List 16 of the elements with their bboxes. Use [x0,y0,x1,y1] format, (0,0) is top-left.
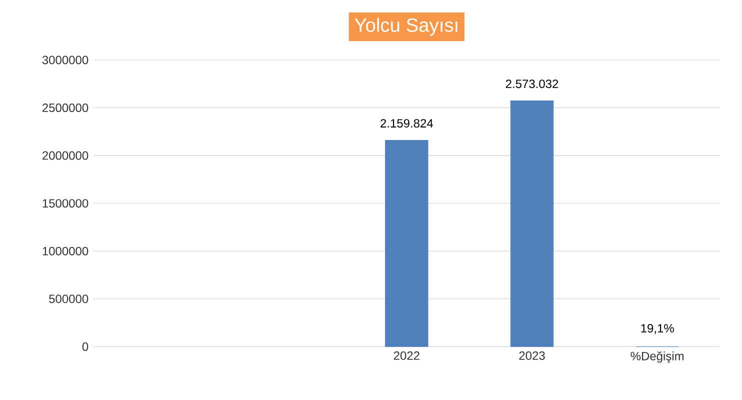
bar [385,140,428,347]
x-tick-label: 2022 [394,351,420,360]
chart-title: Yolcu Sayısı [354,18,458,36]
y-tick-label: 2000000 [42,151,88,160]
y-tick-label: 500000 [49,294,88,304]
data-label: 2.159.824 [380,119,433,128]
data-label: 2.573.032 [506,80,558,88]
data-label: 19,1% [641,324,674,334]
x-tick-label: %Değişim [630,351,684,363]
x-tick-label: 2023 [519,351,545,360]
y-tick-label: 0 [82,342,88,351]
bar [510,100,554,347]
y-tick-label: 1000000 [42,246,88,256]
y-tick-label: 1500000 [42,199,88,208]
y-tick-label: 2500000 [42,104,88,112]
y-tick-label: 3000000 [42,56,88,64]
